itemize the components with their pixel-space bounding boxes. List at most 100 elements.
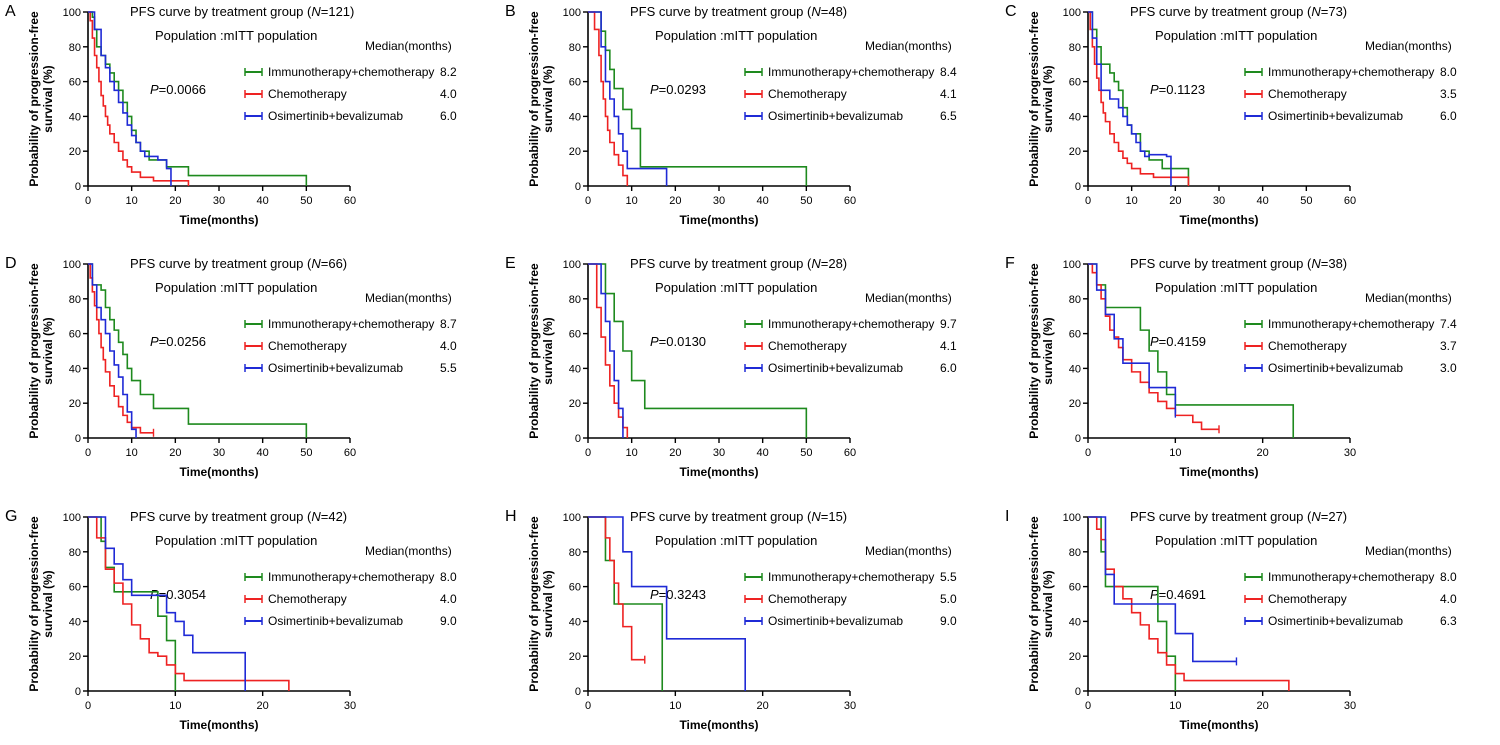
legend-median: 8.0 <box>1440 65 1457 79</box>
y-tick-label: 40 <box>1069 111 1081 123</box>
y-tick-label: 100 <box>563 512 581 524</box>
chart-title: PFS curve by treatment group (N=27) <box>1130 509 1347 524</box>
legend-label: Osimertinib+bevalizumab <box>268 361 403 375</box>
p-value: P=0.0256 <box>150 334 206 349</box>
y-axis-label-line1: Probability of progression-free <box>27 11 41 187</box>
y-axis-label-line1: Probability of progression-free <box>27 263 41 439</box>
y-tick-label: 20 <box>569 651 581 663</box>
legend-label: Chemotherapy <box>1268 592 1347 606</box>
legend-median: 4.1 <box>940 339 957 353</box>
x-tick-label: 10 <box>169 700 181 712</box>
x-tick-label: 40 <box>757 447 769 459</box>
panel-h: H 0 20 40 60 80 100 0 10 20 30 Time(months) Probabil… <box>505 508 957 732</box>
p-symbol: P <box>1150 334 1159 349</box>
chart-title: PFS curve by treatment group (N=15) <box>630 509 847 524</box>
legend-label: Chemotherapy <box>268 339 347 353</box>
km-curve-series <box>1088 516 1290 691</box>
legend-median: 4.0 <box>440 339 457 353</box>
y-tick-label: 40 <box>569 111 581 123</box>
x-tick-label: 60 <box>844 195 856 207</box>
km-curve-series <box>588 516 664 691</box>
population-label: Population :mITT population <box>155 280 317 295</box>
km-curve-series <box>1088 263 1177 414</box>
legend-median: 9.7 <box>940 317 957 331</box>
y-tick-label: 100 <box>63 7 81 19</box>
legend-label: Immunotherapy+chemotherapy <box>1268 570 1434 584</box>
legend-median: 9.0 <box>940 614 957 628</box>
x-axis-label: Time(months) <box>1179 465 1258 479</box>
title-n-value: =28) <box>821 256 847 271</box>
panel-letter: D <box>5 255 17 272</box>
legend-label: Osimertinib+bevalizumab <box>768 361 903 375</box>
x-axis-label: Time(months) <box>179 718 258 732</box>
y-tick-label: 0 <box>575 686 581 698</box>
panel-letter: B <box>505 3 516 20</box>
title-n: N <box>811 509 821 524</box>
y-axis-label-line2: survival (%) <box>1041 317 1055 384</box>
legend-label: Immunotherapy+chemotherapy <box>768 570 934 584</box>
y-axis-label-line2: survival (%) <box>541 65 555 132</box>
title-n-value: =15) <box>821 509 847 524</box>
panel-a: A 0 20 40 60 80 100 0 10 20 30 40 50 60 Time(months) Pr… <box>5 3 457 227</box>
km-curve-series <box>588 11 808 186</box>
x-tick-label: 20 <box>669 195 681 207</box>
x-tick-label: 30 <box>213 195 225 207</box>
km-curve-series <box>88 263 308 438</box>
title-n: N <box>311 4 321 19</box>
chart-title: PFS curve by treatment group (N=42) <box>130 509 347 524</box>
x-tick-label: 10 <box>626 195 638 207</box>
legend-median: 8.2 <box>440 65 457 79</box>
x-tick-label: 40 <box>1257 195 1269 207</box>
legend-median: 3.0 <box>1440 361 1457 375</box>
population-label: Population :mITT population <box>155 28 317 43</box>
x-tick-label: 0 <box>585 700 591 712</box>
p-value: P=0.1123 <box>1150 82 1205 97</box>
population-label: Population :mITT population <box>1155 533 1317 548</box>
x-axis-label: Time(months) <box>679 465 758 479</box>
x-tick-label: 0 <box>85 447 91 459</box>
y-axis-label-line1: Probability of progression-free <box>527 516 541 692</box>
x-tick-label: 0 <box>85 195 91 207</box>
x-tick-label: 60 <box>1344 195 1356 207</box>
legend-median: 5.0 <box>940 592 957 606</box>
title-prefix: PFS curve by treatment group ( <box>130 4 312 19</box>
x-tick-label: 10 <box>669 700 681 712</box>
median-header: Median(months) <box>865 544 952 558</box>
x-tick-label: 10 <box>1169 700 1181 712</box>
legend-label: Chemotherapy <box>1268 87 1347 101</box>
y-tick-label: 0 <box>1075 433 1081 445</box>
panel-i: I 0 20 40 60 80 100 0 10 20 30 Time(months) Probabil… <box>1005 508 1457 732</box>
x-tick-label: 50 <box>800 447 812 459</box>
median-header: Median(months) <box>865 39 952 53</box>
p-value-number: =0.0256 <box>159 334 206 349</box>
p-value-number: =0.4691 <box>1159 587 1206 602</box>
x-tick-label: 50 <box>300 447 312 459</box>
title-prefix: PFS curve by treatment group ( <box>1130 256 1312 271</box>
y-tick-label: 40 <box>569 363 581 375</box>
legend-median: 5.5 <box>440 361 457 375</box>
median-header: Median(months) <box>1365 291 1452 305</box>
legend-median: 4.0 <box>440 592 457 606</box>
y-tick-label: 40 <box>69 616 81 628</box>
km-curve-series <box>588 516 746 691</box>
legend-median: 6.0 <box>940 361 957 375</box>
km-curve-series <box>88 516 290 691</box>
p-value: P=0.4691 <box>1150 587 1206 602</box>
panel-e: E 0 20 40 60 80 100 0 10 20 30 40 50 60 Time(months) Pr… <box>505 255 957 479</box>
chart-title: PFS curve by treatment group (N=121) <box>130 4 354 19</box>
legend-median: 9.0 <box>440 614 457 628</box>
population-label: Population :mITT population <box>655 280 817 295</box>
p-value: P=0.0293 <box>650 82 706 97</box>
legend-median: 4.1 <box>940 87 957 101</box>
y-tick-label: 20 <box>1069 398 1081 410</box>
x-tick-label: 60 <box>844 447 856 459</box>
km-curve-series <box>88 516 246 691</box>
p-symbol: P <box>650 334 659 349</box>
y-tick-label: 40 <box>1069 616 1081 628</box>
y-tick-label: 60 <box>69 582 81 594</box>
legend-label: Chemotherapy <box>768 87 847 101</box>
panel-f: F 0 20 40 60 80 100 0 10 20 30 Time(months) Probabil… <box>1005 255 1457 479</box>
x-tick-label: 20 <box>169 447 181 459</box>
panel-letter: A <box>5 3 16 20</box>
title-n: N <box>311 256 321 271</box>
